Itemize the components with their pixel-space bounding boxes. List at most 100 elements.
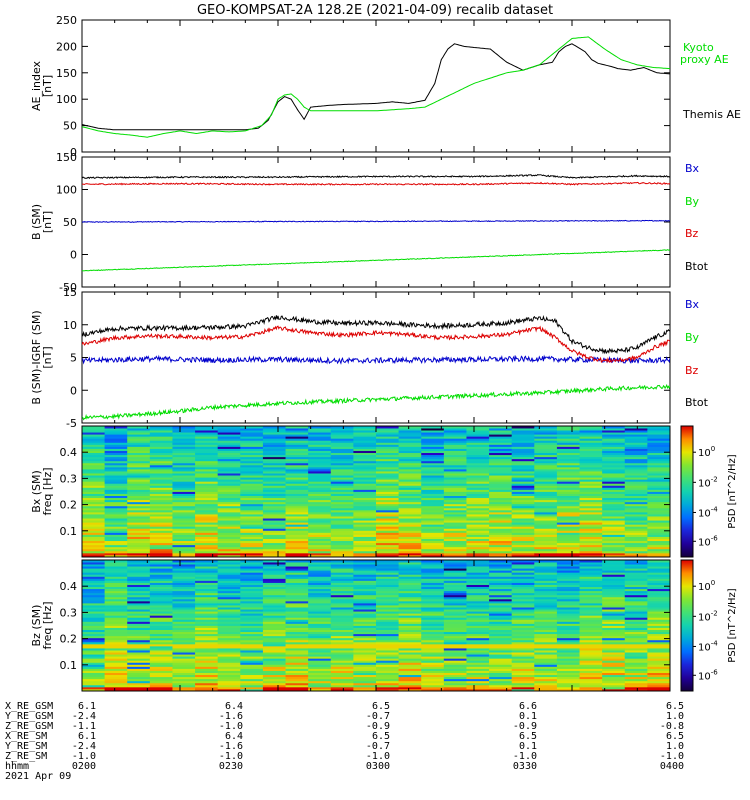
spectrogram-cell bbox=[127, 613, 151, 616]
spectrogram-cell bbox=[579, 493, 603, 496]
spectrogram-cell bbox=[195, 648, 219, 651]
spectrogram-cell bbox=[149, 602, 173, 606]
spectrogram-cell bbox=[489, 481, 513, 484]
spectrogram-cell bbox=[104, 584, 128, 588]
spectrogram-cell bbox=[217, 594, 241, 598]
spectrogram-cell bbox=[308, 586, 332, 590]
spectrogram-cell bbox=[195, 611, 219, 614]
spectrogram-cell bbox=[353, 648, 377, 651]
spectrogram-cell bbox=[647, 448, 671, 451]
spectrogram-cell bbox=[489, 621, 513, 624]
spectrogram-cell bbox=[556, 466, 581, 470]
spectrogram-cell bbox=[262, 643, 287, 647]
spectrogram-cell bbox=[647, 627, 671, 630]
spectrogram-cell bbox=[308, 635, 332, 639]
spectrogram-cell bbox=[466, 613, 490, 616]
spectrogram-cell bbox=[466, 528, 490, 531]
spectrogram-cell bbox=[579, 464, 603, 468]
spectrogram-cell bbox=[624, 648, 648, 651]
spectrogram-cell bbox=[104, 682, 128, 686]
spectrogram-cell bbox=[624, 668, 648, 671]
spectrogram-cell bbox=[240, 686, 264, 690]
spectrogram-cell bbox=[443, 602, 467, 606]
spectrogram-cell bbox=[421, 596, 445, 600]
spectrogram-cell bbox=[398, 613, 422, 616]
spectrogram-cell bbox=[421, 554, 445, 558]
spectrogram-cell bbox=[104, 658, 128, 661]
spectrogram-cell bbox=[602, 528, 626, 531]
spectrogram-cell bbox=[466, 538, 490, 542]
spectrogram-cell bbox=[217, 623, 241, 626]
spectrogram-cell bbox=[602, 546, 626, 550]
spectrogram-cell bbox=[127, 670, 151, 673]
spectrogram-cell bbox=[104, 629, 128, 633]
spectrogram-cell bbox=[376, 434, 400, 437]
spectrogram-cell bbox=[104, 454, 128, 458]
spectrogram-cell bbox=[443, 514, 467, 517]
spectrogram-cell bbox=[308, 658, 332, 661]
spectrogram-cell bbox=[443, 662, 467, 665]
spectrogram-cell bbox=[262, 615, 287, 618]
spectrogram-cell bbox=[127, 550, 151, 554]
spectrogram-cell bbox=[556, 613, 581, 616]
spectrogram-cell bbox=[579, 688, 603, 692]
spectrogram-cell bbox=[579, 574, 603, 577]
spectrogram-cell bbox=[579, 507, 603, 511]
spectrogram-cell bbox=[104, 586, 128, 590]
spectrogram-cell bbox=[240, 434, 264, 437]
spectrogram-cell bbox=[511, 475, 535, 478]
spectrogram-cell bbox=[82, 588, 106, 592]
spectrogram-cell bbox=[149, 426, 173, 429]
spectrogram-cell bbox=[534, 666, 558, 669]
spectrogram-cell bbox=[262, 623, 287, 626]
spectrogram-cell bbox=[240, 623, 264, 626]
spectrogram-cell bbox=[489, 639, 513, 643]
spectrogram-cell bbox=[195, 536, 219, 539]
spectrogram-cell bbox=[556, 481, 581, 484]
spectrogram-cell bbox=[534, 458, 558, 462]
spectrogram-cell bbox=[624, 534, 648, 537]
spectrogram-cell bbox=[556, 637, 581, 641]
spectrogram-cell bbox=[398, 518, 422, 521]
spectrogram-cell bbox=[262, 481, 287, 484]
spectrogram-cell bbox=[149, 511, 173, 515]
spectrogram-cell bbox=[421, 656, 445, 659]
spectrogram-cell bbox=[534, 676, 558, 680]
spectrogram-cell bbox=[104, 686, 128, 690]
spectrogram-cell bbox=[511, 648, 535, 651]
spectrogram-cell bbox=[602, 598, 626, 602]
spectrogram-cell bbox=[262, 648, 287, 651]
spectrogram-cell bbox=[489, 536, 513, 539]
spectrogram-cell bbox=[172, 520, 196, 523]
spectrogram-cell bbox=[466, 682, 490, 686]
spectrogram-cell bbox=[534, 680, 558, 684]
spectrogram-cell bbox=[511, 611, 535, 614]
spectrogram-cell bbox=[489, 676, 513, 680]
spectrogram-cell bbox=[172, 450, 196, 454]
spectrogram-cell bbox=[82, 584, 106, 588]
spectrogram-cell bbox=[127, 485, 151, 488]
spectrogram-cell bbox=[217, 650, 241, 653]
spectrogram-cell bbox=[398, 633, 422, 637]
spectrogram-cell bbox=[647, 645, 671, 649]
spectrogram-cell bbox=[82, 518, 106, 521]
spectrogram-cell bbox=[398, 564, 422, 567]
spectrogram-cell bbox=[534, 643, 558, 647]
spectrogram-cell bbox=[421, 602, 445, 606]
spectrogram-cell bbox=[466, 534, 490, 537]
spectrogram-cell bbox=[149, 489, 173, 492]
spectrogram-cell bbox=[240, 522, 264, 525]
spectrogram-cell bbox=[353, 672, 377, 676]
spectrogram-cell bbox=[421, 562, 445, 565]
spectrogram-cell bbox=[489, 652, 513, 655]
spectrogram-cell bbox=[398, 562, 422, 565]
spectrogram-cell bbox=[149, 436, 173, 439]
spectrogram-cell bbox=[376, 546, 400, 550]
spectrogram-cell bbox=[195, 582, 219, 585]
spectrogram-cell bbox=[489, 550, 513, 554]
spectrogram-cell bbox=[127, 430, 151, 433]
spectrogram-cell bbox=[466, 438, 490, 441]
spectrogram-cell bbox=[489, 505, 513, 509]
spectrogram-cell bbox=[217, 456, 241, 460]
spectrogram-cell bbox=[443, 664, 467, 667]
